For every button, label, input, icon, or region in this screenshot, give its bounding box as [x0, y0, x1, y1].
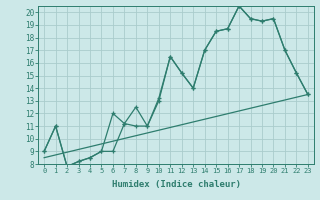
X-axis label: Humidex (Indice chaleur): Humidex (Indice chaleur): [111, 180, 241, 189]
